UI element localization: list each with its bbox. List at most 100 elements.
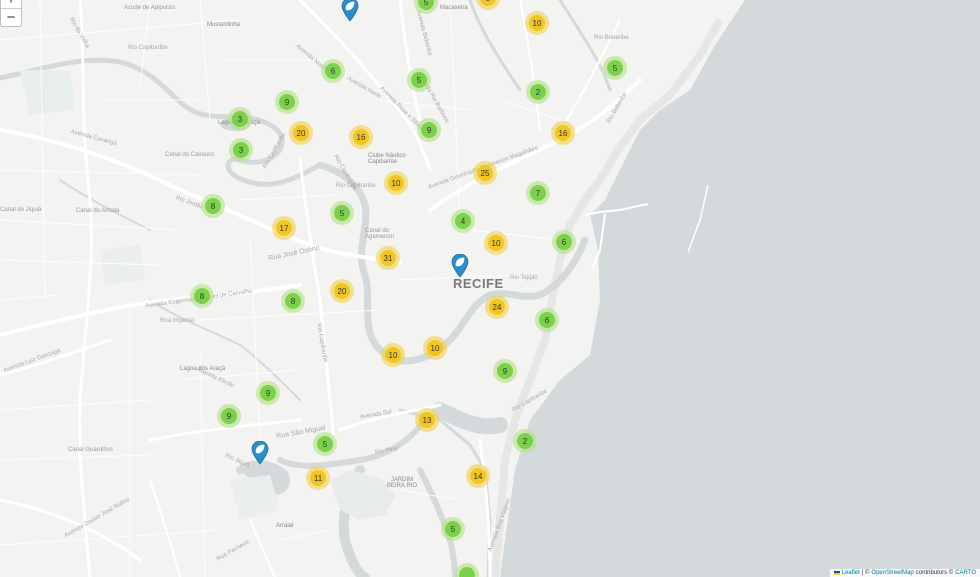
map-marker[interactable] xyxy=(451,253,469,278)
cluster-count: 16 xyxy=(555,125,571,141)
cluster-count: 5 xyxy=(418,0,434,10)
marker-cluster[interactable]: 5 xyxy=(407,68,431,92)
marker-cluster[interactable]: 20 xyxy=(330,279,354,303)
marker-cluster[interactable]: 2 xyxy=(526,80,550,104)
marker-cluster[interactable]: 8 xyxy=(190,284,214,308)
leaf-icon xyxy=(251,440,269,465)
cluster-count: 10 xyxy=(488,235,504,251)
cluster-count: 5 xyxy=(607,60,623,76)
cluster-count: 5 xyxy=(480,0,496,6)
map-marker[interactable] xyxy=(341,0,359,22)
leaflet-link[interactable]: Leaflet xyxy=(841,570,860,576)
marker-cluster[interactable]: 20 xyxy=(289,121,313,145)
marker-cluster[interactable]: 17 xyxy=(272,216,296,240)
zoom-control: + − xyxy=(0,0,22,27)
carto-link[interactable]: CARTO xyxy=(955,570,976,576)
attribution: Leaflet | © OpenStreetMap contributors ©… xyxy=(829,569,980,577)
marker-cluster[interactable]: 5 xyxy=(603,56,627,80)
marker-cluster[interactable]: 7 xyxy=(526,181,550,205)
cluster-count: 16 xyxy=(353,129,369,145)
cluster-count: 6 xyxy=(539,312,555,328)
cluster-count: 10 xyxy=(385,347,401,363)
leaf-icon xyxy=(341,0,359,22)
ukraine-flag-icon xyxy=(833,571,840,575)
map-marker[interactable] xyxy=(251,440,269,465)
cluster-count: 24 xyxy=(489,299,505,315)
cluster-count: 9 xyxy=(279,94,295,110)
cluster-count: 10 xyxy=(427,340,443,356)
cluster-count: 17 xyxy=(276,220,292,236)
marker-cluster[interactable]: 5 xyxy=(330,201,354,225)
cluster-count: 10 xyxy=(388,175,404,191)
cluster-count: 5 xyxy=(334,205,350,221)
osm-link[interactable]: OpenStreetMap xyxy=(871,570,914,576)
marker-cluster[interactable]: 9 xyxy=(217,404,241,428)
attribution-text: contributors © xyxy=(915,570,954,576)
marker-cluster[interactable]: 10 xyxy=(525,11,549,35)
marker-cluster-partial[interactable] xyxy=(455,563,479,577)
ocean xyxy=(500,0,980,577)
zoom-in-button[interactable]: + xyxy=(1,0,21,9)
cluster-count: 8 xyxy=(205,198,221,214)
cluster-count: 9 xyxy=(497,363,513,379)
zoom-out-button[interactable]: − xyxy=(6,9,16,26)
marker-cluster[interactable]: 4 xyxy=(451,209,475,233)
marker-cluster[interactable]: 10 xyxy=(423,336,447,360)
marker-cluster[interactable]: 9 xyxy=(417,118,441,142)
cluster-count: 5 xyxy=(445,521,461,537)
cluster-count: 25 xyxy=(477,165,493,181)
cluster-count: 4 xyxy=(455,213,471,229)
cluster-count: 2 xyxy=(530,84,546,100)
cluster-count: 14 xyxy=(470,468,486,484)
cluster-count: 13 xyxy=(419,412,435,428)
attribution-separator: | © xyxy=(861,570,870,576)
marker-cluster[interactable]: 10 xyxy=(381,343,405,367)
marker-cluster[interactable]: 6 xyxy=(321,59,345,83)
marker-cluster[interactable]: 8 xyxy=(281,289,305,313)
marker-cluster[interactable]: 9 xyxy=(493,359,517,383)
cluster-count: 3 xyxy=(233,142,249,158)
marker-cluster[interactable]: 5 xyxy=(441,517,465,541)
marker-cluster[interactable]: 25 xyxy=(473,161,497,185)
cluster-count: 5 xyxy=(317,436,333,452)
marker-cluster[interactable]: 10 xyxy=(384,171,408,195)
marker-cluster[interactable]: 11 xyxy=(306,466,330,490)
marker-cluster[interactable]: 3 xyxy=(229,138,253,162)
cluster-count: 11 xyxy=(310,470,326,486)
marker-cluster[interactable]: 5 xyxy=(414,0,438,14)
cluster-count: 6 xyxy=(325,63,341,79)
marker-cluster[interactable]: 16 xyxy=(551,121,575,145)
marker-cluster[interactable]: 9 xyxy=(256,381,280,405)
cluster-count: 8 xyxy=(194,288,210,304)
cluster-count: 9 xyxy=(221,408,237,424)
cluster-count: 3 xyxy=(232,111,248,127)
cluster-count: 9 xyxy=(421,122,437,138)
marker-cluster[interactable]: 5 xyxy=(476,0,500,10)
marker-cluster[interactable]: 14 xyxy=(466,464,490,488)
marker-cluster[interactable]: 2 xyxy=(513,429,537,453)
cluster-count: 5 xyxy=(411,72,427,88)
cluster-count: 6 xyxy=(556,234,572,250)
cluster-count: 8 xyxy=(285,293,301,309)
cluster-count: 20 xyxy=(293,125,309,141)
cluster-count: 9 xyxy=(260,385,276,401)
marker-cluster[interactable]: 31 xyxy=(376,246,400,270)
marker-cluster[interactable]: 5 xyxy=(313,432,337,456)
cluster-count: 7 xyxy=(530,185,546,201)
marker-cluster[interactable]: 3 xyxy=(228,107,252,131)
cluster-count: 31 xyxy=(380,250,396,266)
marker-cluster[interactable]: 13 xyxy=(415,408,439,432)
marker-cluster[interactable]: 16 xyxy=(349,125,373,149)
cluster-count: 20 xyxy=(334,283,350,299)
marker-cluster[interactable]: 8 xyxy=(201,194,225,218)
leaf-icon xyxy=(451,253,469,278)
cluster-count: 2 xyxy=(517,433,533,449)
marker-cluster[interactable]: 9 xyxy=(275,90,299,114)
marker-cluster[interactable]: 10 xyxy=(484,231,508,255)
marker-cluster[interactable]: 6 xyxy=(535,308,559,332)
marker-cluster[interactable]: 24 xyxy=(485,295,509,319)
cluster-count: 10 xyxy=(529,15,545,31)
marker-cluster[interactable]: 6 xyxy=(552,230,576,254)
